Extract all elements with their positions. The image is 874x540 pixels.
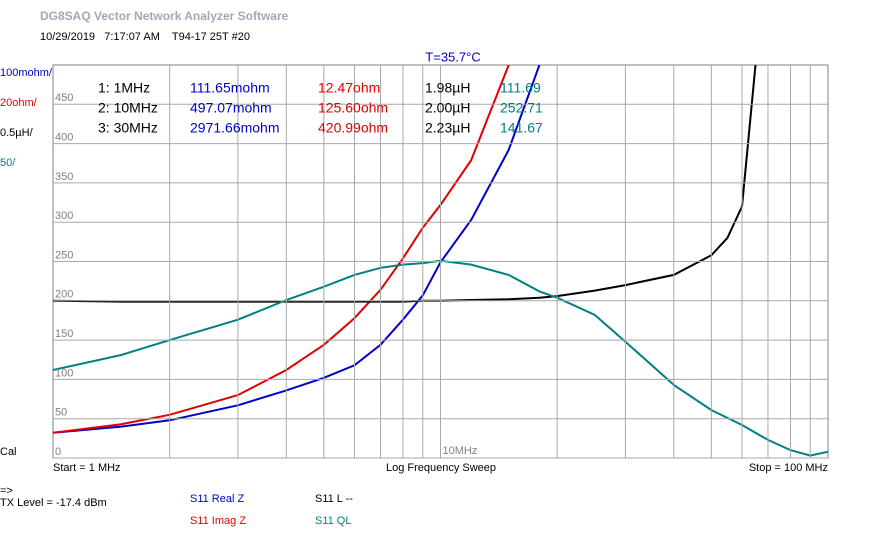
marker-readout: 2: 10MHz — [98, 100, 158, 116]
marker-readout: 12.47ohm — [318, 80, 380, 96]
y-tick-label: 300 — [55, 210, 73, 222]
trace-line — [53, 65, 541, 434]
marker-readout: 2.23µH — [425, 120, 470, 136]
marker-readout: 1.98µH — [425, 80, 470, 96]
scale-label: 50/ — [0, 157, 16, 169]
y-tick-label: 50 — [55, 407, 67, 419]
marker-readout: 420.99ohm — [318, 120, 388, 136]
marker-readout: 3: 30MHz — [98, 120, 158, 136]
legend-entry: S11 QL — [315, 515, 352, 527]
marker-readout: 141.67 — [500, 120, 543, 136]
marker-readout: 497.07mohm — [190, 100, 272, 116]
y-tick-label: 450 — [55, 92, 73, 104]
legend-entry: S11 Real Z — [190, 493, 244, 505]
y-tick-label: 200 — [55, 289, 73, 301]
legend-entry: S11 L -- — [315, 493, 353, 505]
scale-label: 20ohm/ — [0, 97, 38, 109]
status-arrow: => — [0, 485, 13, 497]
y-tick-label: 400 — [55, 132, 73, 144]
marker-readout: 252.71 — [500, 100, 543, 116]
marker-readout: 2971.66mohm — [190, 120, 280, 136]
scale-label: 100mohm/ — [0, 67, 53, 79]
sweep-label: Log Frequency Sweep — [386, 462, 496, 474]
start-label: Start = 1 MHz — [53, 462, 121, 474]
scale-label: 0.5µH/ — [0, 127, 34, 139]
trace-line — [53, 259, 828, 457]
tx-level: TX Level = -17.4 dBm — [0, 497, 107, 509]
cal-label: Cal — [0, 446, 17, 458]
marker-readout: 1: 1MHz — [98, 80, 150, 96]
y-tick-label: 150 — [55, 328, 73, 340]
stop-label: Stop = 100 MHz — [749, 462, 828, 474]
marker-readout: 125.60ohm — [318, 100, 388, 116]
timestamp: 10/29/2019 7:17:07 AM T94-17 25T #20 — [40, 31, 250, 43]
temperature: T=35.7°C — [425, 49, 480, 64]
y-tick-label: 0 — [55, 446, 61, 458]
marker-readout: 2.00µH — [425, 100, 470, 116]
marker-readout: 111.69 — [500, 80, 541, 96]
marker-readout: 111.65mohm — [190, 80, 270, 96]
app-title: DG8SAQ Vector Network Analyzer Software — [40, 9, 289, 23]
legend-entry: S11 Imag Z — [190, 515, 246, 527]
y-tick-label: 250 — [55, 249, 73, 261]
x-tick-label: 10MHz — [443, 445, 478, 457]
y-tick-label: 350 — [55, 171, 73, 183]
y-tick-label: 100 — [55, 367, 73, 379]
